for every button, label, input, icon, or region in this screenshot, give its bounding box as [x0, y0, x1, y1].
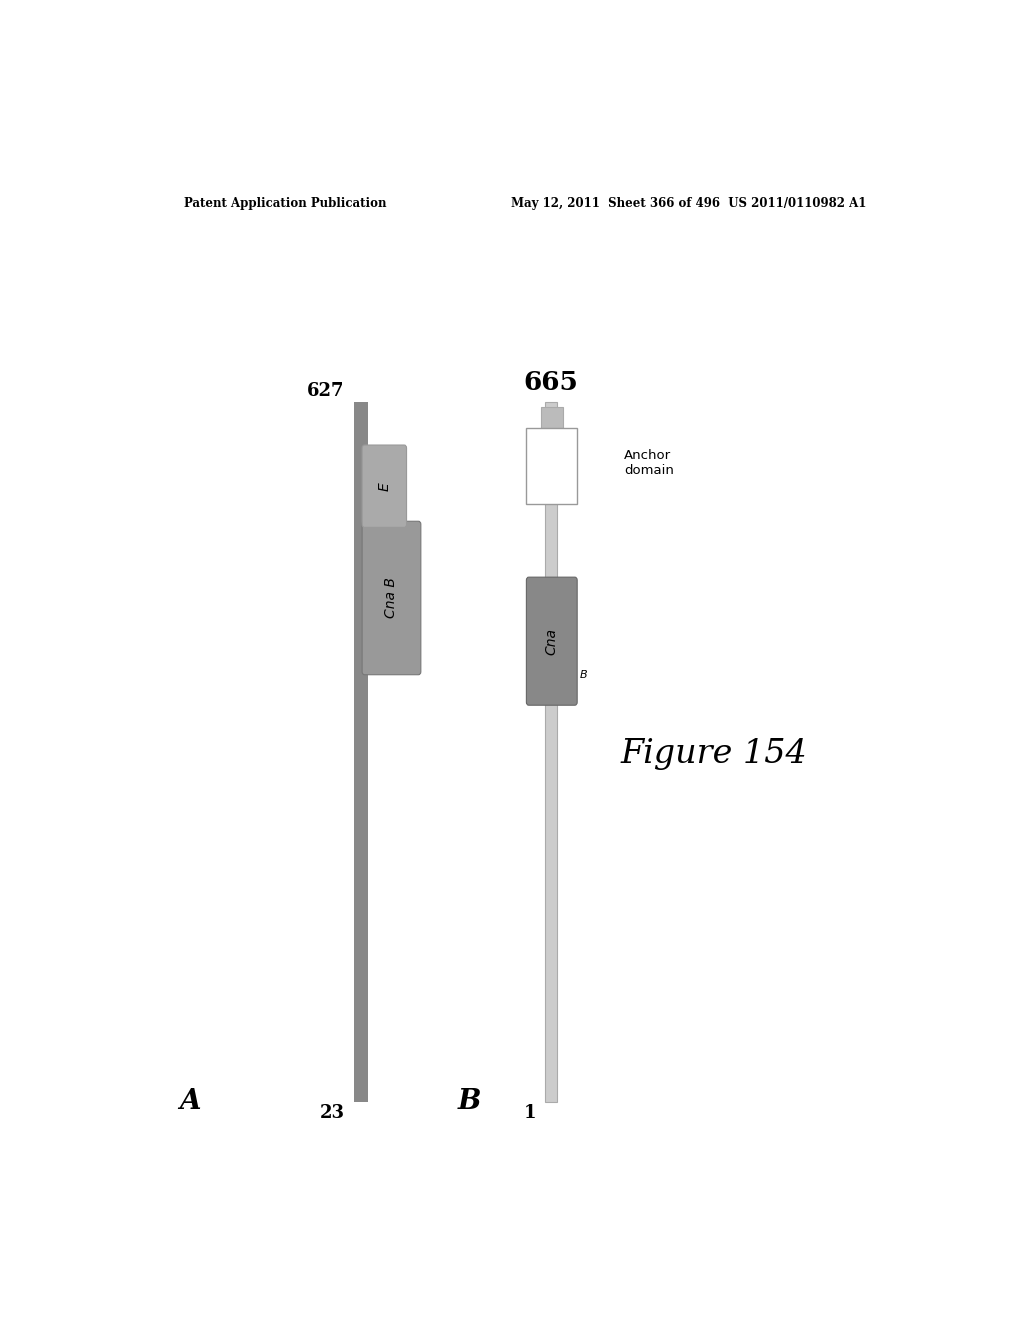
Text: B: B: [580, 671, 587, 680]
Text: A: A: [179, 1089, 201, 1115]
Text: 1: 1: [524, 1104, 537, 1122]
Text: 665: 665: [523, 370, 579, 395]
Text: Cna: Cna: [545, 628, 559, 655]
Text: Figure 154: Figure 154: [620, 738, 807, 770]
Text: B: B: [458, 1089, 481, 1115]
Text: 23: 23: [319, 1104, 345, 1122]
Text: E: E: [377, 482, 391, 491]
Text: Cna B: Cna B: [384, 578, 398, 619]
Bar: [541, 408, 563, 428]
Text: Anchor
domain: Anchor domain: [624, 449, 674, 478]
Text: Patent Application Publication: Patent Application Publication: [183, 197, 386, 210]
Bar: [545, 403, 557, 1102]
FancyBboxPatch shape: [362, 521, 421, 675]
Bar: [354, 403, 369, 1102]
FancyBboxPatch shape: [526, 577, 578, 705]
FancyBboxPatch shape: [362, 445, 407, 528]
Text: 627: 627: [307, 383, 345, 400]
Bar: [525, 428, 578, 504]
Text: May 12, 2011  Sheet 366 of 496  US 2011/0110982 A1: May 12, 2011 Sheet 366 of 496 US 2011/01…: [511, 197, 866, 210]
